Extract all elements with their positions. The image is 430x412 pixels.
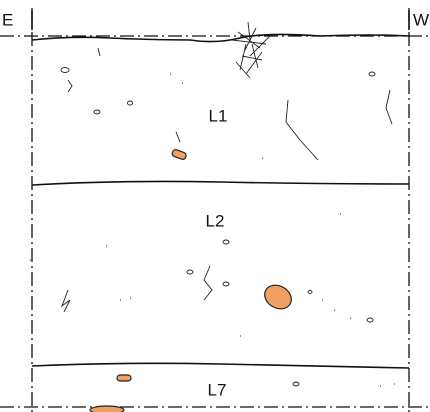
roots — [231, 21, 271, 79]
find — [116, 374, 132, 382]
layer-label: L2 — [206, 211, 225, 230]
layer-label: L1 — [209, 106, 228, 125]
ground-surface — [31, 33, 410, 43]
layer-boundary — [31, 362, 410, 369]
find — [89, 405, 125, 412]
find — [171, 149, 187, 160]
direction-label: E — [2, 10, 13, 29]
find — [264, 284, 292, 310]
inclusions — [30, 47, 395, 387]
layer-boundary — [31, 180, 410, 186]
layer-label: L7 — [208, 380, 227, 399]
direction-label: W — [413, 10, 429, 29]
